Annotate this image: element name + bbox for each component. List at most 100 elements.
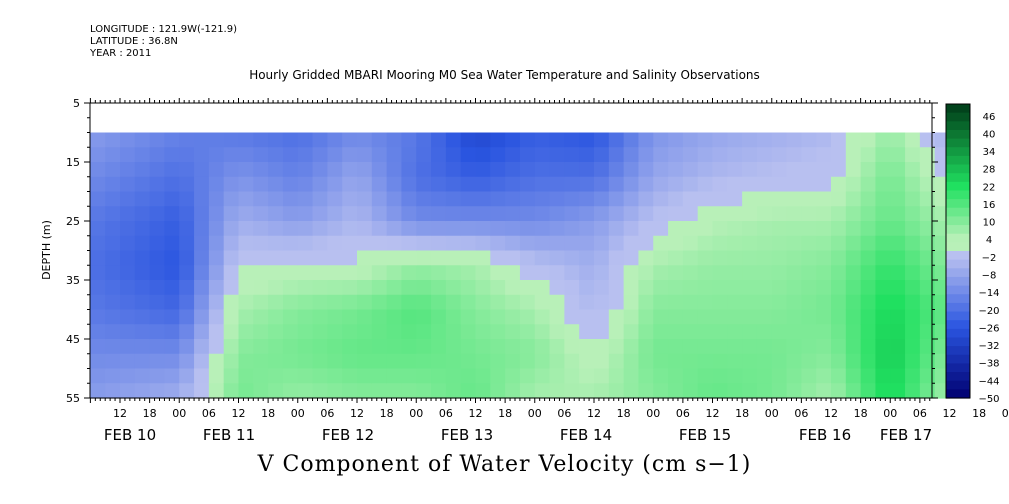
heatmap-cell	[682, 280, 699, 296]
heatmap-cell	[297, 294, 314, 311]
heatmap-cell	[638, 235, 654, 252]
heatmap-cell	[786, 147, 802, 163]
heatmap-cell	[742, 383, 758, 399]
heatmap-cell	[519, 221, 536, 237]
heatmap-cell	[327, 280, 343, 296]
heatmap-cell	[297, 383, 314, 399]
heatmap-cell	[682, 265, 699, 281]
heatmap-cell	[149, 339, 166, 355]
heatmap-cell	[653, 265, 669, 281]
heatmap-cell	[149, 324, 166, 340]
heatmap-cell	[223, 147, 240, 163]
heatmap-cell	[282, 265, 299, 281]
heatmap-cell	[90, 368, 106, 384]
heatmap-cell	[342, 132, 358, 148]
heatmap-cell	[194, 176, 210, 193]
heatmap-cell	[238, 265, 254, 281]
heatmap-cell	[460, 162, 477, 178]
heatmap-cell	[105, 265, 121, 281]
heatmap-cell	[608, 353, 625, 370]
heatmap-cell	[268, 162, 284, 178]
heatmap-cell	[238, 280, 254, 296]
heatmap-cell	[534, 324, 551, 340]
heatmap-cell	[816, 235, 832, 252]
x-tick-label: 18	[380, 407, 394, 420]
heatmap-cell	[549, 132, 565, 148]
heatmap-cell	[505, 221, 521, 237]
heatmap-cell	[608, 206, 625, 222]
heatmap-cell	[905, 162, 921, 178]
heatmap-cell	[653, 294, 669, 311]
heatmap-cell	[179, 280, 195, 296]
heatmap-cell	[297, 235, 314, 252]
heatmap-cell	[860, 176, 877, 193]
x-day-label: FEB 15	[679, 426, 731, 444]
heatmap-cell	[623, 280, 640, 296]
heatmap-cell	[401, 324, 417, 340]
heatmap-cell	[238, 132, 254, 148]
heatmap-cell	[608, 162, 625, 178]
heatmap-cell	[105, 294, 121, 311]
heatmap-cell	[401, 176, 417, 193]
y-axis-label: DEPTH (m)	[40, 220, 53, 280]
heatmap-cell	[327, 339, 343, 355]
heatmap-cell	[253, 265, 269, 281]
heatmap-cell	[579, 309, 595, 325]
heatmap-cell	[594, 309, 610, 325]
heatmap-cell	[475, 250, 491, 266]
heatmap-cell	[297, 206, 314, 222]
heatmap-cell	[697, 250, 714, 266]
heatmap-cell	[668, 162, 684, 178]
heatmap-cell	[386, 132, 403, 148]
heatmap-cell	[905, 265, 921, 281]
heatmap-cell	[549, 176, 565, 193]
heatmap-cell	[905, 324, 921, 340]
heatmap-cell	[816, 368, 832, 384]
heatmap-cell	[208, 206, 225, 222]
heatmap-cell	[638, 191, 654, 207]
heatmap-cell	[342, 280, 358, 296]
heatmap-cell	[297, 368, 314, 384]
colorbar-label: −20	[978, 306, 999, 317]
heatmap-cell	[312, 368, 328, 384]
heatmap-cell	[342, 221, 358, 237]
heatmap-cell	[608, 309, 625, 325]
heatmap-cell	[860, 147, 877, 163]
heatmap-cell	[164, 339, 180, 355]
heatmap-cell	[727, 280, 743, 296]
heatmap-cell	[905, 250, 921, 266]
heatmap-cell	[564, 147, 580, 163]
heatmap-cell	[682, 221, 699, 237]
heatmap-cell	[875, 353, 891, 370]
heatmap-cell	[534, 339, 551, 355]
heatmap-cell	[742, 191, 758, 207]
heatmap-cell	[845, 147, 862, 163]
heatmap-cell	[890, 265, 906, 281]
heatmap-cell	[312, 265, 328, 281]
heatmap-cell	[505, 280, 521, 296]
heatmap-cell	[371, 280, 388, 296]
heatmap-cell	[845, 309, 862, 325]
heatmap-cell	[771, 132, 788, 148]
heatmap-cell	[786, 206, 802, 222]
heatmap-cell	[475, 162, 491, 178]
heatmap-cell	[386, 176, 403, 193]
heatmap-cell	[490, 324, 506, 340]
heatmap-cell	[816, 162, 832, 178]
heatmap-cell	[519, 250, 536, 266]
heatmap-cell	[282, 162, 299, 178]
heatmap-cell	[549, 294, 565, 311]
heatmap-cell	[431, 147, 447, 163]
heatmap-cell	[905, 191, 921, 207]
heatmap-cell	[756, 339, 773, 355]
heatmap-cell	[134, 324, 151, 340]
heatmap-cell	[579, 221, 595, 237]
heatmap-cell	[608, 147, 625, 163]
heatmap-cell	[268, 353, 284, 370]
heatmap-cell	[386, 265, 403, 281]
heatmap-cell	[801, 309, 817, 325]
heatmap-cell	[253, 221, 269, 237]
heatmap-cell	[282, 147, 299, 163]
heatmap-cell	[505, 324, 521, 340]
heatmap-cell	[282, 280, 299, 296]
